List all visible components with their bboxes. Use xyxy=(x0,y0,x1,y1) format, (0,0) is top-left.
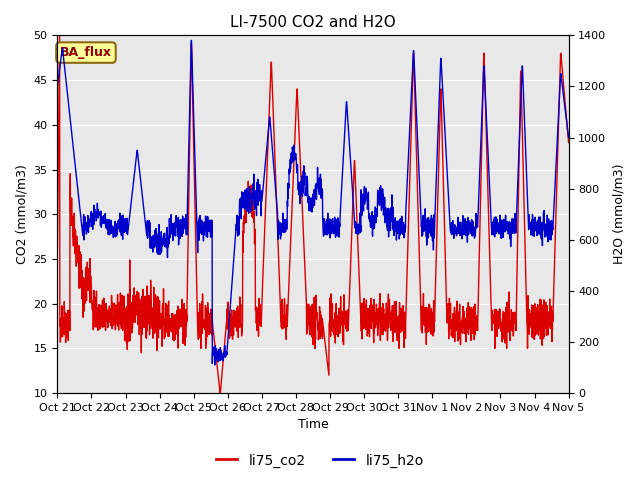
X-axis label: Time: Time xyxy=(298,419,328,432)
Legend: li75_co2, li75_h2o: li75_co2, li75_h2o xyxy=(211,448,429,473)
Title: LI-7500 CO2 and H2O: LI-7500 CO2 and H2O xyxy=(230,15,396,30)
Y-axis label: H2O (mmol/m3): H2O (mmol/m3) xyxy=(612,164,625,264)
Text: BA_flux: BA_flux xyxy=(60,46,112,59)
Y-axis label: CO2 (mmol/m3): CO2 (mmol/m3) xyxy=(15,164,28,264)
